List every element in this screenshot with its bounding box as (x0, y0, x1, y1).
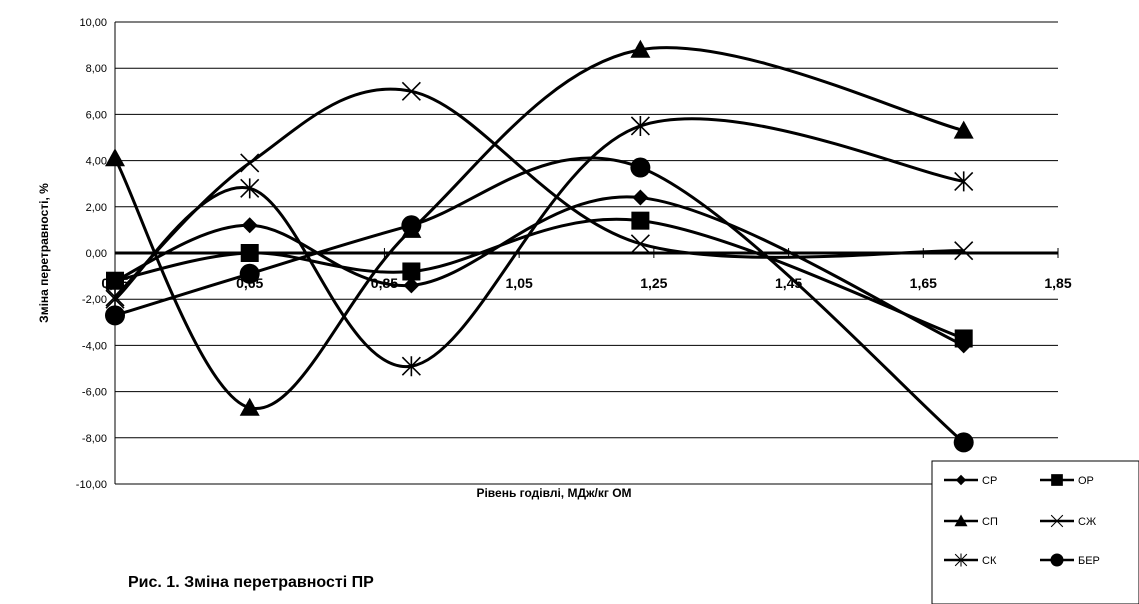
series-star (105, 115, 974, 377)
y-tick-label: 0,00 (86, 248, 107, 260)
y-tick-label: -6,00 (82, 387, 107, 399)
data-point (953, 120, 974, 139)
y-tick-label: -10,00 (76, 479, 107, 491)
series-x (105, 81, 974, 307)
legend-label: СП (982, 516, 998, 528)
data-point (241, 217, 258, 234)
data-point (401, 215, 422, 236)
series-layer (105, 39, 974, 453)
series-circle (105, 156, 974, 453)
data-point (240, 153, 260, 173)
legend-item: ОР (1040, 474, 1094, 487)
data-point (402, 262, 421, 281)
y-tick-label: 6,00 (86, 109, 107, 121)
legend-label: СК (982, 555, 997, 567)
legend: СР ОР СП СЖ СК БЕР (931, 460, 1139, 604)
series-line (114, 156, 965, 444)
x-tick-label: 1,85 (1044, 275, 1071, 291)
x-tick-label: 0,65 (236, 275, 263, 291)
y-tick-labels: 10,00 8,00 6,00 4,00 2,00 0,00 -2,00 -4,00 -6,00… (76, 17, 107, 491)
data-point (630, 234, 650, 254)
y-axis-title: Зміна перетравності, % (37, 183, 51, 323)
legend-marker (1050, 514, 1064, 528)
data-point (401, 356, 421, 377)
data-point (631, 211, 650, 230)
data-point (403, 277, 420, 294)
data-point (630, 115, 650, 136)
data-point (105, 305, 125, 326)
x-tick-label: 1,05 (506, 275, 533, 291)
x-tick-label: 0,45 (101, 275, 128, 291)
x-tick-label: 1,45 (775, 275, 802, 291)
y-tick-label: -8,00 (82, 433, 107, 445)
data-point (239, 397, 260, 416)
data-point (630, 39, 651, 58)
legend-item: СЖ (1040, 514, 1096, 528)
legend-marker (954, 514, 968, 527)
legend-item: СП (944, 514, 998, 528)
legend-marker (1050, 553, 1064, 567)
x-tick-labels: 0,45 0,65 0,85 1,05 1,25 1,45 1,65 1,85 (101, 248, 1072, 291)
data-point (954, 171, 974, 192)
y-tick-label: -2,00 (82, 294, 107, 306)
data-point (954, 329, 973, 348)
series-line (113, 87, 964, 298)
legend-label: ОР (1078, 475, 1094, 487)
series-line (114, 217, 965, 340)
legend-label: СР (982, 475, 997, 487)
legend-item: БЕР (1040, 553, 1100, 567)
x-tick-label: 1,65 (910, 275, 937, 291)
data-point (632, 189, 649, 206)
legend-marker (954, 553, 968, 567)
data-point (630, 157, 651, 178)
x-tick-label: 1,25 (640, 275, 667, 291)
legend-marker (955, 474, 967, 486)
legend-box (931, 460, 1139, 604)
legend-item: СК (944, 553, 997, 567)
x-axis-title: Рівень годівлі, МДж/кг ОМ (476, 486, 631, 500)
legend-label: БЕР (1078, 555, 1100, 567)
legend-item: СР (944, 474, 997, 487)
y-tick-label: 4,00 (86, 156, 107, 168)
data-point (401, 81, 421, 101)
y-tick-label: 8,00 (86, 63, 107, 75)
data-point (105, 148, 125, 167)
data-point (953, 432, 974, 453)
y-tick-label: -4,00 (82, 340, 107, 352)
legend-label: СЖ (1078, 516, 1096, 528)
x-tick-label: 0,85 (371, 275, 398, 291)
legend-marker (1051, 474, 1063, 486)
y-tick-label: 10,00 (79, 17, 107, 29)
data-point (106, 271, 124, 290)
data-point (239, 263, 260, 284)
series-line (114, 117, 964, 368)
y-tick-label: 2,00 (86, 202, 107, 214)
data-point (954, 241, 974, 261)
data-point (240, 178, 260, 199)
figure-caption: Рис. 1. Зміна перетравності ПР (128, 574, 374, 591)
